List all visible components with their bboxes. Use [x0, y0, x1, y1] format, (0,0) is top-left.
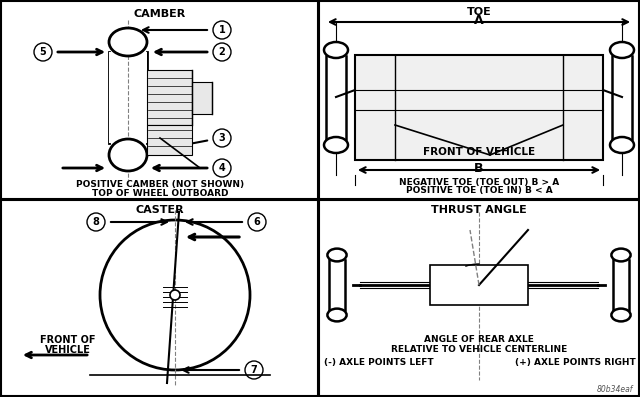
Ellipse shape [324, 42, 348, 58]
Text: TOE: TOE [467, 7, 492, 17]
Text: A: A [474, 13, 484, 27]
Ellipse shape [324, 137, 348, 153]
Bar [326, 56, 346, 139]
Bar [147, 70, 192, 125]
Bar [430, 265, 528, 305]
Text: CASTER: CASTER [136, 205, 184, 215]
Bar [147, 125, 192, 155]
Bar [1, 1, 318, 199]
Text: NEGATIVE TOE (TOE OUT) B > A: NEGATIVE TOE (TOE OUT) B > A [399, 177, 559, 187]
Bar [612, 56, 632, 139]
Text: CAMBER: CAMBER [134, 9, 186, 19]
Text: POSITIVE CAMBER (NOT SHOWN): POSITIVE CAMBER (NOT SHOWN) [76, 181, 244, 189]
Text: THRUST ANGLE: THRUST ANGLE [431, 205, 527, 215]
Text: POSITIVE TOE (TOE IN) B < A: POSITIVE TOE (TOE IN) B < A [406, 187, 552, 195]
Text: (+) AXLE POINTS RIGHT: (+) AXLE POINTS RIGHT [515, 358, 636, 366]
Bar [355, 55, 603, 160]
Circle shape [170, 290, 180, 300]
Text: 8: 8 [93, 217, 99, 227]
Bar [329, 260, 345, 310]
Bar [613, 260, 629, 310]
Text: 5: 5 [40, 47, 46, 57]
Ellipse shape [328, 308, 347, 322]
Text: (-) AXLE POINTS LEFT: (-) AXLE POINTS LEFT [324, 358, 434, 366]
Text: 3: 3 [219, 133, 225, 143]
Ellipse shape [611, 308, 630, 322]
Ellipse shape [109, 139, 147, 171]
Text: 80b34eaf: 80b34eaf [596, 385, 633, 394]
Bar [1, 200, 318, 396]
Text: 7: 7 [251, 365, 257, 375]
Text: ANGLE OF REAR AXLE: ANGLE OF REAR AXLE [424, 335, 534, 345]
Text: 2: 2 [219, 47, 225, 57]
Text: FRONT OF: FRONT OF [40, 335, 96, 345]
Text: B: B [474, 162, 484, 175]
Text: FRONT OF VEHICLE: FRONT OF VEHICLE [423, 147, 535, 157]
Ellipse shape [610, 42, 634, 58]
Bar [109, 52, 147, 143]
Text: RELATIVE TO VEHICLE CENTERLINE: RELATIVE TO VEHICLE CENTERLINE [391, 345, 567, 355]
Bar [319, 200, 639, 396]
Ellipse shape [611, 249, 630, 261]
Text: 1: 1 [219, 25, 225, 35]
Text: VEHICLE: VEHICLE [45, 345, 91, 355]
Bar [192, 82, 212, 114]
Text: 6: 6 [253, 217, 260, 227]
Bar [319, 1, 639, 199]
Text: TOP OF WHEEL OUTBOARD: TOP OF WHEEL OUTBOARD [92, 189, 228, 197]
Text: 4: 4 [219, 163, 225, 173]
Circle shape [100, 220, 250, 370]
Ellipse shape [610, 137, 634, 153]
Ellipse shape [328, 249, 347, 261]
Ellipse shape [109, 28, 147, 56]
